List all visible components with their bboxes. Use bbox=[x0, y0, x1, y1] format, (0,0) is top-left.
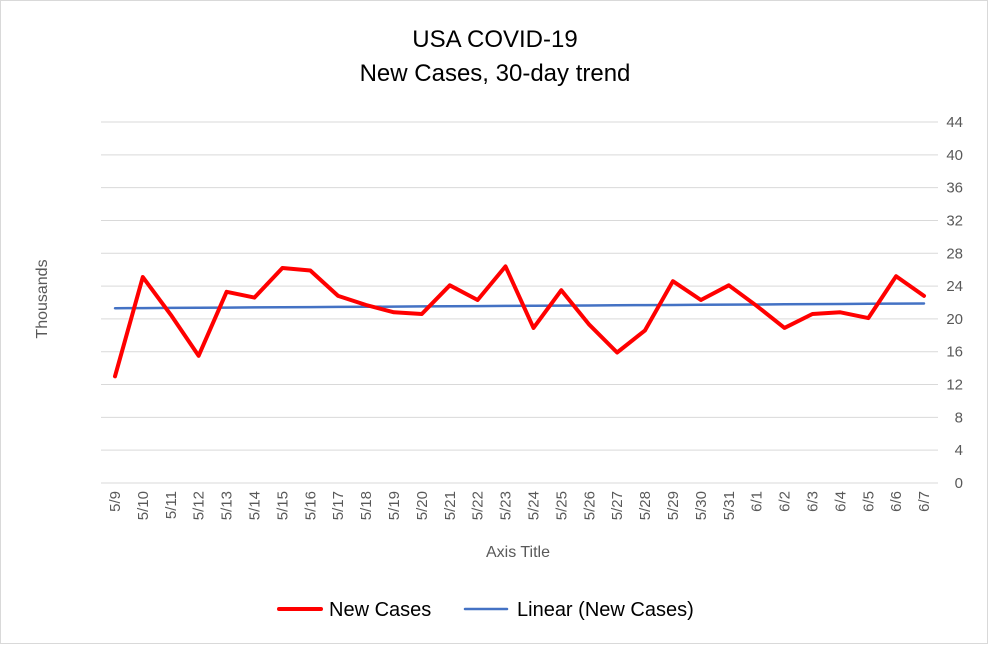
line-chart: USA COVID-19 New Cases, 30-day trend 0 4 8… bbox=[1, 1, 988, 645]
series-line-new-cases bbox=[115, 266, 924, 376]
x-tick-label: 5/24 bbox=[525, 491, 542, 520]
x-tick-label: 5/11 bbox=[163, 491, 180, 519]
x-tick-label: 5/22 bbox=[470, 491, 487, 520]
legend-label: Linear (New Cases) bbox=[517, 599, 694, 621]
y-tick-label: 32 bbox=[946, 212, 963, 229]
x-tick-label: 6/7 bbox=[916, 491, 933, 512]
y-tick-label: 8 bbox=[955, 409, 963, 426]
x-tick-label: 6/3 bbox=[804, 491, 821, 512]
x-tick-label: 6/6 bbox=[888, 491, 905, 512]
y-tick-label: 0 bbox=[955, 475, 963, 492]
x-tick-label: 5/13 bbox=[219, 491, 236, 520]
x-axis-ticks: 5/9 5/10 5/11 5/12 5/13 5/14 5/15 5/16 5/17 5/18 5… bbox=[107, 491, 933, 520]
x-tick-label: 5/10 bbox=[135, 491, 152, 520]
x-tick-label: 5/17 bbox=[330, 491, 347, 520]
x-tick-label: 5/28 bbox=[637, 491, 654, 520]
gridlines bbox=[101, 122, 938, 483]
x-tick-label: 6/4 bbox=[832, 491, 849, 512]
trendline-linear-new-cases bbox=[115, 304, 924, 309]
chart-subtitle: New Cases, 30-day trend bbox=[360, 60, 631, 87]
y-tick-label: 40 bbox=[946, 147, 963, 164]
y-tick-label: 44 bbox=[946, 114, 963, 131]
x-tick-label: 6/5 bbox=[860, 491, 877, 512]
x-tick-label: 6/2 bbox=[777, 491, 794, 512]
x-tick-label: 5/29 bbox=[665, 491, 682, 520]
x-tick-label: 6/1 bbox=[749, 491, 766, 512]
x-tick-label: 5/20 bbox=[414, 491, 431, 520]
x-tick-label: 5/9 bbox=[107, 491, 124, 512]
x-tick-label: 5/12 bbox=[191, 491, 208, 520]
x-tick-label: 5/31 bbox=[721, 491, 738, 520]
x-tick-label: 5/27 bbox=[609, 491, 626, 520]
x-tick-label: 5/30 bbox=[693, 491, 710, 520]
chart-frame: USA COVID-19 New Cases, 30-day trend 0 4 8… bbox=[0, 0, 988, 644]
x-tick-label: 5/19 bbox=[386, 491, 403, 520]
chart-title: USA COVID-19 bbox=[412, 26, 577, 53]
y-tick-label: 16 bbox=[946, 344, 963, 361]
y-axis-ticks: 0 4 8 12 16 20 24 28 32 36 40 44 bbox=[946, 114, 963, 492]
x-tick-label: 5/23 bbox=[498, 491, 515, 520]
y-tick-label: 20 bbox=[946, 311, 963, 328]
x-tick-label: 5/21 bbox=[442, 491, 459, 520]
y-tick-label: 24 bbox=[946, 278, 963, 295]
y-axis-title: Thousands bbox=[34, 259, 51, 338]
y-tick-label: 4 bbox=[955, 442, 963, 459]
x-tick-label: 5/26 bbox=[581, 491, 598, 520]
x-axis-title: Axis Title bbox=[486, 544, 550, 561]
legend-label: New Cases bbox=[329, 599, 431, 621]
x-tick-label: 5/14 bbox=[246, 491, 263, 520]
x-tick-label: 5/16 bbox=[302, 491, 319, 520]
x-tick-label: 5/18 bbox=[358, 491, 375, 520]
x-tick-label: 5/15 bbox=[274, 491, 291, 520]
legend: New Cases Linear (New Cases) bbox=[279, 599, 694, 621]
y-tick-label: 28 bbox=[946, 245, 963, 262]
x-tick-label: 5/25 bbox=[553, 491, 570, 520]
y-tick-label: 36 bbox=[946, 180, 963, 197]
series-group bbox=[115, 266, 924, 376]
y-tick-label: 12 bbox=[946, 377, 963, 394]
